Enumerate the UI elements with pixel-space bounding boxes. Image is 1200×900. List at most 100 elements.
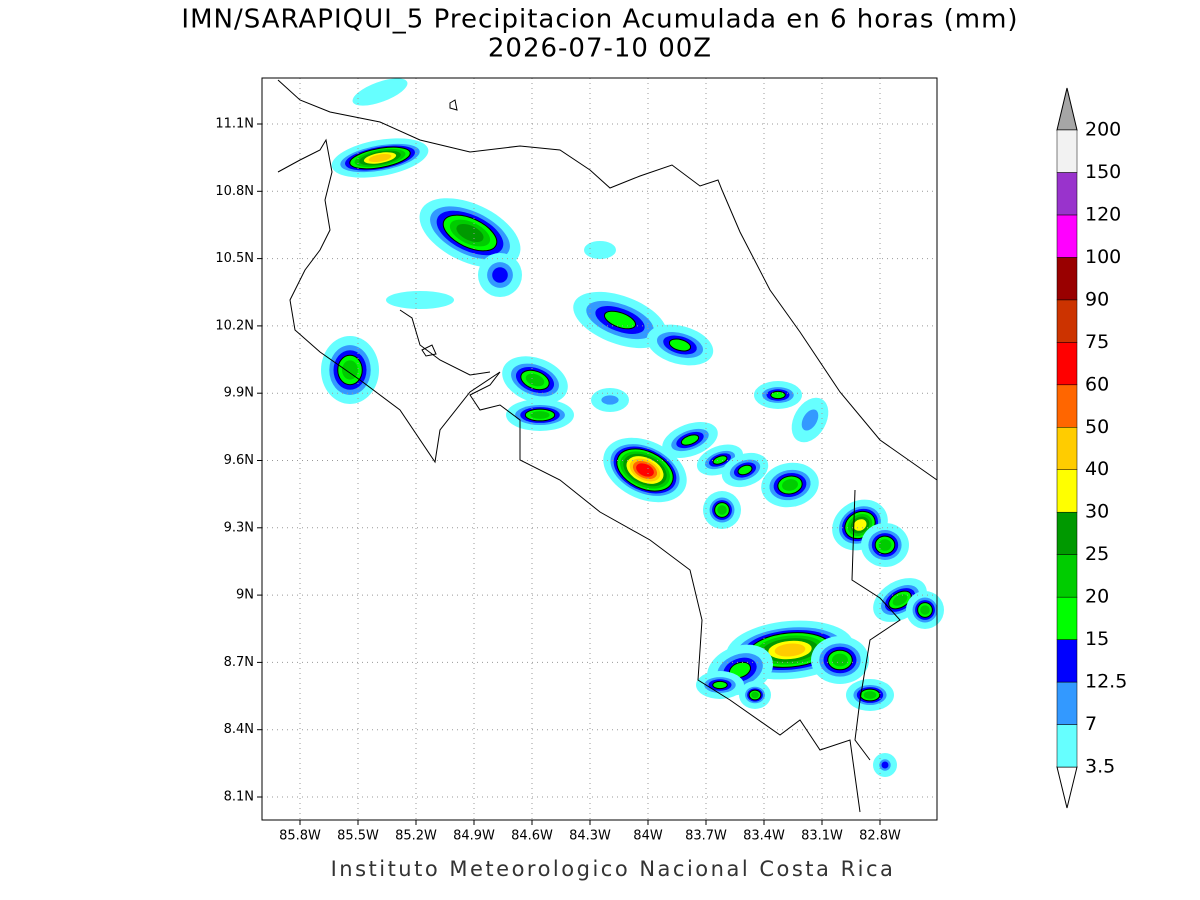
- colorbar-label: 90: [1085, 288, 1109, 310]
- colorbar-swatch: [1056, 172, 1078, 216]
- x-tick-label: 85.5W: [337, 829, 379, 844]
- precip-contour: [368, 153, 392, 163]
- precip-contour: [492, 267, 508, 283]
- colorbar-label: 3.5: [1085, 756, 1115, 778]
- subtitle: 2026-07-10 00Z: [488, 34, 712, 64]
- colorbar-over: [1056, 87, 1078, 131]
- colorbar-label: 40: [1085, 458, 1109, 480]
- precip-contour: [456, 223, 484, 243]
- colorbar-label: 150: [1085, 161, 1121, 183]
- colorbar-swatch: [1056, 129, 1078, 173]
- y-tick-label: 11.1N: [215, 117, 254, 132]
- precip-contour: [386, 291, 454, 309]
- x-tick-label: 85.8W: [279, 829, 321, 844]
- y-tick-label: 9.9N: [224, 386, 254, 401]
- x-tick-label: 83.1W: [801, 829, 843, 844]
- colorbar-label: 200: [1085, 119, 1121, 141]
- border: [851, 489, 901, 761]
- colorbar-under: [1056, 766, 1078, 809]
- colorbar-swatch: [1056, 214, 1078, 258]
- precip-field: [321, 78, 944, 777]
- y-tick-label: 9.6N: [224, 453, 254, 468]
- x-tick-label: 84W: [633, 829, 663, 844]
- colorbar-swatch: [1056, 384, 1078, 428]
- precip-contour: [352, 78, 408, 106]
- precip-contour: [342, 360, 358, 380]
- colorbar-label: 15: [1085, 628, 1109, 650]
- map-frame: [261, 77, 938, 821]
- colorbar-label: 20: [1085, 586, 1109, 608]
- title: IMN/SARAPIQUI_5 Precipitacion Acumulada …: [181, 5, 1018, 35]
- precip-contour: [770, 390, 786, 400]
- y-tick-label: 8.1N: [224, 790, 254, 805]
- precip-contour: [881, 761, 889, 769]
- colorbar-label: 60: [1085, 373, 1109, 395]
- colorbar-swatch: [1056, 257, 1078, 301]
- colorbar-swatch: [1056, 511, 1078, 555]
- precip-contour: [892, 594, 908, 606]
- y-tick-label: 10.8N: [215, 184, 254, 199]
- axis-labels: 85.8W 85.5W 85.2W 84.9W 84.6W 84.3W 84W 83.7W 83…: [215, 117, 901, 844]
- y-tick-label: 10.5N: [215, 251, 254, 266]
- y-tick-label: 8.4N: [224, 722, 254, 737]
- coastline: [277, 138, 861, 813]
- x-tick-label: 83.4W: [743, 829, 785, 844]
- precip-contour: [601, 395, 619, 405]
- colorbar-label: 7: [1085, 713, 1097, 735]
- y-tick-label: 10.2N: [215, 318, 254, 333]
- precip-contour: [668, 338, 692, 352]
- x-tick-label: 84.9W: [453, 829, 495, 844]
- colorbar-label: 25: [1085, 543, 1109, 565]
- precip-contour: [751, 691, 759, 699]
- colorbar-label: 75: [1085, 331, 1109, 353]
- x-tick-label: 83.7W: [685, 829, 727, 844]
- colorbar-swatch: [1056, 342, 1078, 386]
- y-tick-label: 9N: [236, 588, 254, 603]
- precip-contour: [853, 519, 867, 531]
- colorbar-swatch: [1056, 554, 1078, 598]
- colorbar-swatch: [1056, 427, 1078, 470]
- colorbar-swatch: [1056, 299, 1078, 343]
- coastline: [399, 309, 491, 376]
- grid: [262, 78, 937, 820]
- precip-contour: [530, 411, 550, 419]
- precip-contour: [525, 373, 545, 387]
- coastlines: [277, 79, 938, 813]
- x-tick-label: 84.6W: [511, 829, 553, 844]
- footer: Instituto Meteorologico Nacional Costa R…: [331, 857, 896, 881]
- precip-contour: [712, 680, 728, 690]
- precip-contour: [863, 691, 877, 699]
- precip-contour: [603, 310, 637, 330]
- precip-contour: [920, 605, 930, 615]
- colorbar-swatch: [1056, 596, 1078, 640]
- precip-contour: [832, 653, 848, 667]
- precip-contour: [717, 505, 727, 515]
- coastline: [277, 79, 938, 481]
- island: [421, 344, 437, 357]
- precip-contour: [737, 464, 753, 476]
- colorbar-swatch: [1056, 681, 1078, 725]
- x-tick-label: 82.8W: [859, 829, 901, 844]
- colorbar-label: 50: [1085, 416, 1109, 438]
- colorbar-swatch: [1056, 469, 1078, 513]
- x-tick-label: 85.2W: [395, 829, 437, 844]
- precip-contour: [712, 455, 728, 465]
- precip-contour: [636, 463, 654, 477]
- precip-contour: [584, 241, 616, 259]
- precip-contour: [782, 479, 798, 491]
- colorbar-label: 120: [1085, 203, 1121, 225]
- colorbar-label: 12.5: [1085, 671, 1127, 693]
- colorbar-swatch: [1056, 724, 1078, 768]
- colorbar-swatch: [1056, 639, 1078, 683]
- colorbar-label: 30: [1085, 501, 1109, 523]
- x-tick-label: 84.3W: [569, 829, 611, 844]
- y-tick-label: 8.7N: [224, 655, 254, 670]
- colorbar-label: 100: [1085, 246, 1121, 268]
- precip-contour: [774, 643, 806, 657]
- precip-contour: [680, 434, 700, 446]
- colorbar: 3.5 7 12.5 15 20 25 30 40 50 60 75 90 100 120 150 200: [1056, 87, 1127, 809]
- island: [449, 99, 458, 111]
- precip-contour: [801, 409, 819, 431]
- y-tick-label: 9.3N: [224, 520, 254, 535]
